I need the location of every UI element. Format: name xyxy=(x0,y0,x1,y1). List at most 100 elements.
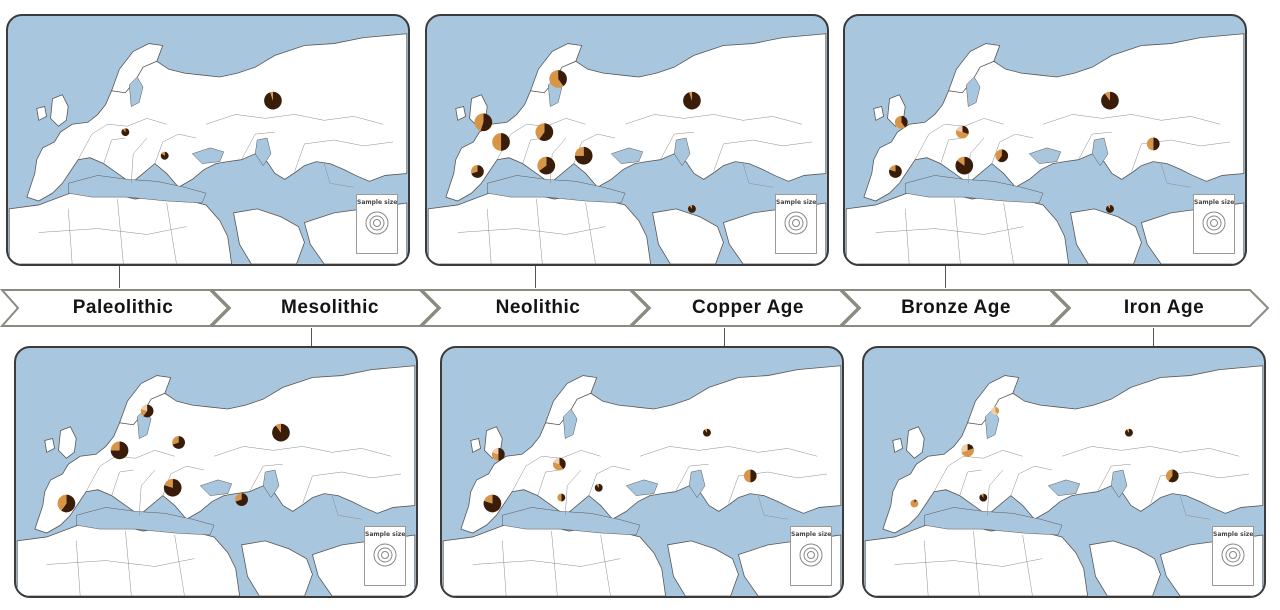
sample-pie-marker xyxy=(574,146,593,165)
ireland-landmass xyxy=(36,106,48,121)
timeline: Paleolithic Mesolithic Neolithic Copper … xyxy=(0,288,1280,330)
pie-slice xyxy=(143,404,154,418)
ireland-landmass xyxy=(455,106,467,121)
caspian-sea xyxy=(673,137,691,167)
pie-slice xyxy=(535,123,545,140)
sample-size-legend: Sample size xyxy=(356,194,398,254)
country-border xyxy=(564,469,582,516)
country-border xyxy=(241,131,275,160)
country-border xyxy=(742,163,773,188)
country-border xyxy=(68,208,73,264)
sample-pie-marker xyxy=(743,469,757,483)
pie-slice xyxy=(910,499,919,508)
country-border xyxy=(154,133,197,164)
eurasia-landmass xyxy=(863,33,1245,202)
country-border xyxy=(588,465,631,496)
sample-pie-marker xyxy=(491,447,505,461)
arabia-landmass xyxy=(1089,540,1161,596)
sample-pie-marker xyxy=(894,115,908,129)
sample-pie-marker xyxy=(1146,137,1160,151)
country-border xyxy=(125,531,132,596)
pie-slice xyxy=(110,441,129,460)
country-border xyxy=(954,199,961,264)
pie-slice xyxy=(539,123,554,141)
pie-slice xyxy=(1107,204,1110,209)
black-sea xyxy=(1028,147,1062,164)
country-border xyxy=(117,199,124,264)
sample-pie-marker xyxy=(910,499,919,508)
map-panel-copper-age: Sample size xyxy=(440,346,844,598)
pie-slice xyxy=(172,436,179,445)
pie-slice xyxy=(471,165,484,178)
period-label-bronze-age: Bronze Age xyxy=(901,297,1011,318)
pie-slice xyxy=(474,113,484,131)
period-label-iron-age: Iron Age xyxy=(1123,297,1205,318)
sample-pie-marker xyxy=(535,123,554,141)
map-panel-mesolithic: Sample size xyxy=(14,346,418,598)
britain-landmass xyxy=(906,426,925,459)
country-border xyxy=(537,469,560,496)
eurasia-map xyxy=(864,365,1264,596)
sample-pie-marker xyxy=(140,404,154,418)
pie-slice xyxy=(140,409,148,417)
country-border xyxy=(302,471,402,504)
country-border xyxy=(103,137,126,164)
timeline-chevrons xyxy=(0,289,1270,327)
eurasia-map xyxy=(845,33,1245,264)
pie-slice xyxy=(552,462,564,471)
pie-slice xyxy=(995,407,1000,415)
pie-slice xyxy=(537,156,547,171)
sample-pie-marker xyxy=(110,441,129,460)
pie-slice xyxy=(498,447,505,461)
sample-pie-marker xyxy=(688,204,696,213)
pie-slice xyxy=(501,133,510,151)
ireland-landmass xyxy=(44,438,56,453)
baltic-sea xyxy=(129,76,144,107)
sample-pie-marker xyxy=(955,125,969,139)
sample-size-legend: Sample size xyxy=(775,194,817,254)
connector-line xyxy=(535,266,536,288)
pie-slice xyxy=(894,115,906,129)
country-border xyxy=(624,114,803,125)
caspian-sea xyxy=(1110,469,1128,499)
sample-pie-marker xyxy=(272,423,290,442)
pie-slice xyxy=(1146,137,1154,151)
country-border xyxy=(487,208,492,264)
period-label-mesolithic: Mesolithic xyxy=(281,297,379,318)
country-border xyxy=(85,450,175,492)
legend-title: Sample size xyxy=(365,531,406,538)
sample-size-circles-icon xyxy=(1202,211,1226,235)
pie-slice xyxy=(270,91,273,101)
country-border xyxy=(639,446,818,457)
country-border xyxy=(585,202,596,264)
sample-pie-marker xyxy=(683,91,701,110)
mediterranean-sea xyxy=(502,507,641,536)
mediterranean-sea xyxy=(487,175,626,204)
sample-pie-marker xyxy=(1101,91,1119,110)
pie-slice xyxy=(163,478,182,497)
pie-slice xyxy=(164,478,173,488)
pie-slice xyxy=(264,91,282,110)
sample-pie-marker xyxy=(594,483,603,492)
pie-slice xyxy=(889,165,896,172)
pie-slice xyxy=(596,483,599,488)
sample-pie-marker xyxy=(1165,469,1179,483)
pie-slice xyxy=(683,91,701,110)
country-border xyxy=(1179,495,1210,520)
pie-slice xyxy=(961,443,968,453)
country-border xyxy=(940,137,963,164)
country-border xyxy=(549,137,567,184)
connector-line xyxy=(1153,328,1154,346)
country-border xyxy=(757,495,788,520)
caspian-sea xyxy=(688,469,706,499)
sample-pie-marker xyxy=(483,494,502,513)
ireland-landmass xyxy=(873,106,885,121)
pie-slice xyxy=(235,493,242,502)
pie-slice xyxy=(991,407,998,415)
pie-slice xyxy=(997,149,1009,163)
pie-slice xyxy=(962,125,969,135)
sample-pie-marker xyxy=(995,149,1009,163)
country-border xyxy=(986,469,1004,516)
britain-landmass xyxy=(50,94,69,127)
sample-pie-marker xyxy=(552,457,566,471)
